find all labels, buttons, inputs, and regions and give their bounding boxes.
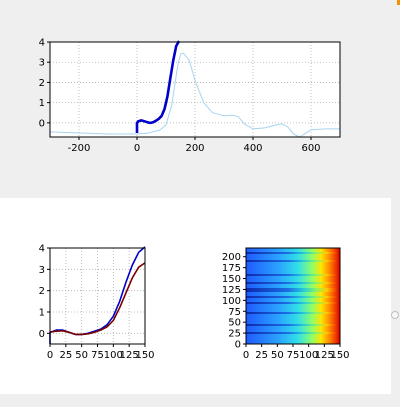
heatmap-row xyxy=(246,266,340,268)
heatmap-row xyxy=(246,336,340,338)
heatmap-row xyxy=(246,274,340,276)
x-tick-label: 100 xyxy=(104,350,123,361)
heatmap-row xyxy=(246,312,340,314)
x-tick-label: 25 xyxy=(255,350,268,361)
y-tick-label: 3 xyxy=(39,58,45,69)
heatmap-row xyxy=(246,268,340,270)
x-tick-label: 125 xyxy=(120,350,139,361)
y-tick-label: 150 xyxy=(222,274,241,285)
heatmap-row xyxy=(246,342,340,344)
series-line-1 xyxy=(135,40,181,133)
y-tick-label: 75 xyxy=(228,307,241,318)
heatmap-row xyxy=(246,278,340,280)
heatmap-row xyxy=(246,332,340,334)
heatmap-row xyxy=(246,330,340,332)
y-tick-label: 3 xyxy=(39,265,45,276)
y-tick-label: 4 xyxy=(39,244,45,255)
x-tick-label: 400 xyxy=(243,143,262,154)
x-tick-label: -200 xyxy=(68,143,91,154)
heatmap-row xyxy=(246,296,340,298)
x-tick-label: 50 xyxy=(271,350,284,361)
y-tick-label: 4 xyxy=(39,38,45,49)
x-tick-label: 0 xyxy=(134,143,140,154)
heatmap-row xyxy=(246,328,340,330)
heatmap-row xyxy=(246,254,340,256)
series-line-1 xyxy=(49,262,146,336)
x-tick-label: 100 xyxy=(299,350,318,361)
x-tick-label: 50 xyxy=(75,350,88,361)
heatmap-row xyxy=(246,304,340,306)
heatmap-row xyxy=(246,316,340,318)
heatmap-row xyxy=(246,256,340,258)
heatmap-row xyxy=(246,322,340,324)
y-tick-label: 2 xyxy=(39,78,45,89)
x-tick-label: 75 xyxy=(287,350,300,361)
series-line-0 xyxy=(49,52,340,138)
y-tick-label: 1 xyxy=(39,308,45,319)
x-tick-label: 125 xyxy=(315,350,334,361)
heatmap-row xyxy=(246,252,340,254)
top-line-chart-group: -200 0 200 400 600 0 1 2 3 4 xyxy=(39,38,341,154)
bottom-figure-panel: 0 25 50 75 100 125 150 0 1 2 3 4 0 25 50 75 100 125 150 0 25… xyxy=(0,198,391,394)
top-figure-panel: -200 0 200 400 600 0 1 2 3 4 xyxy=(0,0,400,190)
heatmap-row xyxy=(246,290,340,292)
y-tick-label: 200 xyxy=(222,252,241,263)
resize-handle[interactable] xyxy=(391,311,399,319)
x-tick-label: 150 xyxy=(135,350,154,361)
heatmap-row xyxy=(246,288,340,290)
top-line-chart: -200 0 200 400 600 0 1 2 3 4 xyxy=(39,38,341,154)
heatmap-row xyxy=(246,298,340,300)
y-tick-label: 0 xyxy=(39,118,45,129)
y-tick-label: 2 xyxy=(39,286,45,297)
heatmap-row xyxy=(246,318,340,320)
x-tick-label: 600 xyxy=(301,143,320,154)
x-tick-label: 0 xyxy=(243,350,249,361)
y-tick-label: 125 xyxy=(222,285,241,296)
x-tick-label: 25 xyxy=(59,350,72,361)
y-tick-label: 100 xyxy=(222,296,241,307)
x-tick-label: 200 xyxy=(185,143,204,154)
y-tick-label: 175 xyxy=(222,263,241,274)
y-tick-label: 0 xyxy=(235,340,241,351)
x-tick-label: 0 xyxy=(47,350,53,361)
y-tick-label: 25 xyxy=(228,329,241,340)
y-tick-label: 0 xyxy=(39,329,45,340)
heatmap-row xyxy=(246,282,340,284)
x-tick-label: 75 xyxy=(91,350,104,361)
corner-marker xyxy=(397,0,400,5)
heatmap-row xyxy=(246,260,340,262)
heatmap-row xyxy=(246,302,340,304)
x-tick-label: 150 xyxy=(330,350,349,361)
y-tick-label: 50 xyxy=(228,318,241,329)
y-tick-label: 1 xyxy=(39,98,45,109)
heatmap-row xyxy=(246,310,340,312)
heatmap-row xyxy=(246,324,340,326)
